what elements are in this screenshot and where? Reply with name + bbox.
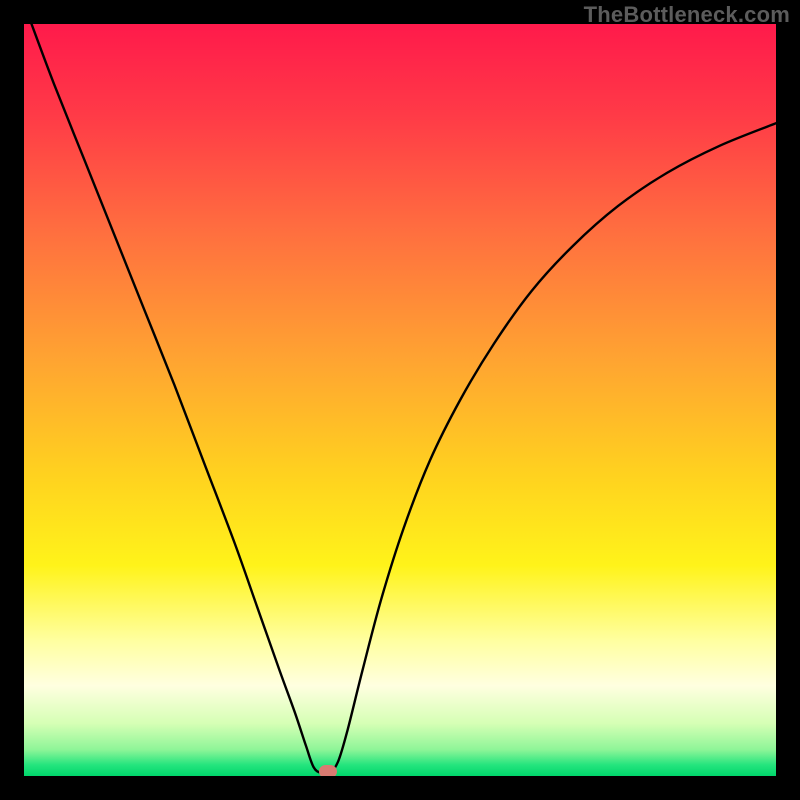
curve-path [32, 24, 776, 774]
plot-area [24, 24, 776, 776]
optimal-point-marker [319, 765, 337, 776]
watermark-text: TheBottleneck.com [584, 2, 790, 28]
bottleneck-curve [24, 24, 776, 776]
outer-frame: TheBottleneck.com [0, 0, 800, 800]
